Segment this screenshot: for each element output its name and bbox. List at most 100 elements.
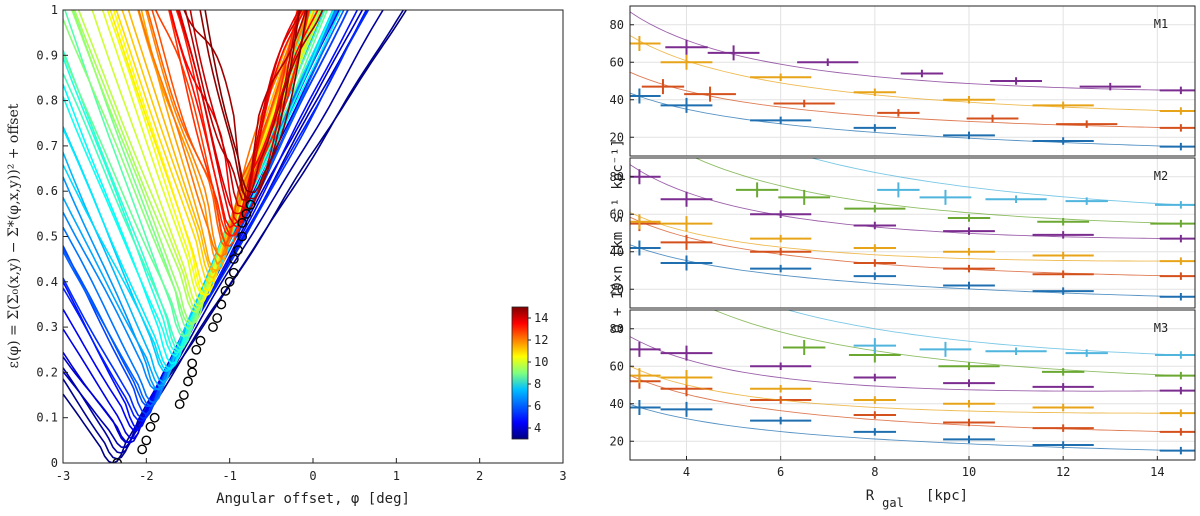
y-tick-label: 80 [610, 322, 624, 336]
y-tick-label: 60 [610, 207, 624, 221]
x-tick-label: 8 [871, 465, 878, 479]
model-curve [630, 244, 1195, 298]
y-tick-label: 0.2 [36, 365, 58, 379]
model-curve [630, 403, 1195, 452]
panel-M3: M3 20 40 60 80 4 6 8 10 12 14 [610, 309, 1196, 479]
model-curve [810, 158, 1195, 207]
error-curve [145, 10, 311, 260]
colorbar-tick-label: 6 [534, 399, 541, 413]
error-curve [169, 10, 319, 225]
minimum-marker [183, 376, 193, 387]
panel-frame [629, 5, 1196, 157]
minimum-marker [141, 435, 152, 446]
model-curve [630, 374, 1195, 433]
y-tick-label: 0.7 [36, 139, 58, 153]
error-curve [63, 10, 345, 408]
panel-frame [629, 157, 1196, 309]
panel-series [630, 11, 1195, 151]
error-curve [63, 10, 349, 416]
y-tick-label: 20 [610, 282, 624, 296]
x-tick-label: 3 [559, 469, 566, 483]
model-curve [630, 71, 1195, 129]
y-tick-label: 40 [610, 245, 624, 259]
x-tick-label: 6 [777, 465, 784, 479]
x-tick-label: 10 [962, 465, 976, 479]
colorbar-tick-label: 8 [534, 377, 541, 391]
left-x-ticks: -3 -2 -1 0 1 2 3 [56, 458, 567, 483]
y-tick-label: 20 [610, 130, 624, 144]
error-curve [183, 10, 324, 204]
minimum-marker [145, 421, 156, 432]
y-tick-label: 0.9 [36, 48, 58, 62]
svg-text:R: R [866, 488, 875, 504]
error-curve [63, 10, 335, 358]
y-tick-label: 80 [610, 170, 624, 184]
colorbar [511, 306, 529, 440]
minimum-marker [216, 299, 227, 310]
left-y-label: ε(φ) = Σ(Σ₀(x,y) − Σ*(φ,x,y))² + offset [6, 103, 22, 368]
error-curve [77, 10, 314, 311]
x-tick-label: 2 [476, 469, 483, 483]
minimum-marker [208, 322, 218, 332]
x-tick-label: 12 [1056, 465, 1070, 479]
minimum-marker [245, 199, 256, 210]
svg-text:[kpc]: [kpc] [926, 488, 968, 504]
minimum-marker [195, 335, 206, 346]
model-curve [630, 216, 1195, 277]
x-tick-label: -2 [139, 469, 153, 483]
y-tick-label: 0.6 [36, 184, 58, 198]
error-curve [63, 10, 338, 391]
x-tick-label: 1 [393, 469, 400, 483]
model-curve [630, 92, 1195, 148]
model-curve [630, 365, 1195, 414]
y-tick-label: 0.8 [36, 94, 58, 108]
panel-frame [629, 309, 1196, 461]
colorbar-tick-label: 12 [534, 333, 548, 347]
colorbar-tick-label: 10 [534, 355, 548, 369]
minimum-marker [237, 231, 248, 242]
minimum-marker [220, 285, 231, 296]
model-curve [786, 310, 1195, 356]
model-curve [630, 212, 1195, 262]
minimum-marker [187, 367, 198, 378]
minimum-marker [224, 276, 235, 287]
minimum-marker [241, 208, 252, 219]
y-tick-label: 0 [51, 456, 58, 470]
y-tick-label: 1 [51, 3, 58, 17]
model-curve [630, 11, 1195, 92]
colorbar-ticks: 4 6 8 10 12 14 [528, 311, 548, 435]
y-tick-label: 0.1 [36, 411, 58, 425]
error-curve [109, 10, 320, 292]
left-x-label: Angular offset, φ [deg] [216, 491, 410, 507]
left-y-ticks: 0 0.1 0.2 0.3 0.4 0.5 0.6 0.7 0.8 0.9 1 [36, 3, 68, 470]
minima-markers [112, 199, 256, 463]
x-tick-label: 0 [309, 469, 316, 483]
panel-M1: M1 20 40 60 80 [610, 5, 1196, 157]
error-curve [63, 10, 369, 449]
error-curve [140, 10, 302, 272]
colorbar-tick-label: 14 [534, 311, 548, 325]
error-curve [121, 10, 316, 279]
x-tick-label: 4 [683, 465, 690, 479]
model-curve [630, 164, 1195, 240]
minimum-marker [228, 267, 239, 278]
error-curve [63, 10, 329, 337]
x-tick-label: -3 [56, 469, 70, 483]
error-curve [91, 10, 324, 308]
y-tick-label: 80 [610, 18, 624, 32]
error-curve [63, 10, 340, 440]
minimum-marker [178, 390, 189, 400]
model-curve [694, 158, 1195, 225]
error-curve [64, 10, 326, 339]
panel-title: M1 [1154, 17, 1168, 31]
error-curve [63, 10, 313, 353]
model-curve [712, 310, 1195, 377]
y-tick-label: 0.4 [36, 275, 58, 289]
y-tick-label: 40 [610, 93, 624, 107]
minimum-marker [233, 245, 243, 255]
panel-title: M2 [1154, 169, 1168, 183]
error-curve [115, 10, 310, 285]
y-tick-label: 60 [610, 359, 624, 373]
minimum-marker [187, 358, 198, 369]
